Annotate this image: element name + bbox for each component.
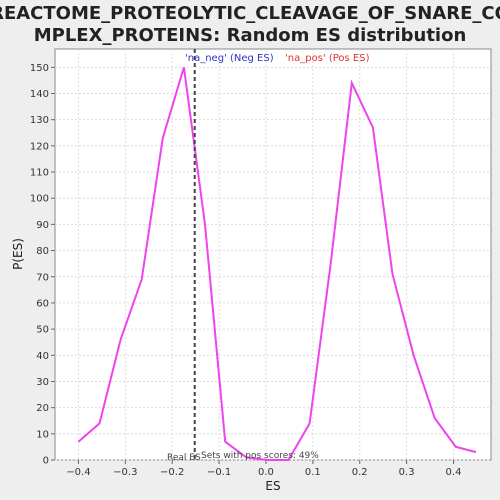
y-tick-label: 0 <box>43 456 49 467</box>
y-tick-label: 30 <box>36 377 49 388</box>
real-es-label: Real ES <box>167 453 201 463</box>
x-axis-ticks: −0.4 −0.3 −0.2 −0.1 0.0 0.1 0.2 0.3 0.4 <box>66 460 461 478</box>
pos-scores-annotation: Sets with pos scores: 49% <box>201 451 319 461</box>
y-tick-label: 110 <box>30 168 49 179</box>
y-tick-label: 70 <box>36 272 49 283</box>
x-tick-label: −0.1 <box>207 467 231 478</box>
es-distribution-line <box>77 67 477 461</box>
y-axis-ticks: 0 10 20 30 40 50 60 70 80 90 100 110 120 130 140 150 <box>30 63 55 467</box>
x-tick-label: 0.3 <box>399 467 415 478</box>
x-tick-label: 0.1 <box>305 467 321 478</box>
x-tick-label: 0.0 <box>258 467 274 478</box>
chart-title-line2: MPLEX_PROTEINS: Random ES distribution <box>34 25 467 46</box>
x-tick-label: −0.3 <box>113 467 137 478</box>
y-tick-label: 60 <box>36 298 49 309</box>
legend-pos: 'na_pos' (Pos ES) <box>285 53 370 64</box>
x-tick-label: −0.4 <box>66 467 90 478</box>
y-tick-label: 40 <box>36 351 49 362</box>
legend-neg: 'na_neg' (Neg ES) <box>185 53 274 64</box>
y-tick-label: 140 <box>30 89 49 100</box>
y-tick-label: 50 <box>36 325 49 336</box>
plot-area <box>54 48 492 461</box>
y-axis-label: P(ES) <box>11 238 25 270</box>
y-tick-label: 150 <box>30 63 49 74</box>
y-tick-label: 20 <box>36 403 49 414</box>
grid <box>55 49 491 461</box>
y-tick-label: 90 <box>36 220 49 231</box>
x-tick-label: −0.2 <box>160 467 184 478</box>
y-tick-label: 100 <box>30 194 49 205</box>
x-tick-label: 0.2 <box>352 467 368 478</box>
x-axis-label: ES <box>265 479 280 493</box>
y-tick-label: 120 <box>30 141 49 152</box>
chart-title-line1: REACTOME_PROTEOLYTIC_CLEAVAGE_OF_SNARE_C… <box>0 3 500 24</box>
y-tick-label: 10 <box>36 429 49 440</box>
y-tick-label: 80 <box>36 246 49 257</box>
x-tick-label: 0.4 <box>446 467 462 478</box>
y-tick-label: 130 <box>30 115 49 126</box>
